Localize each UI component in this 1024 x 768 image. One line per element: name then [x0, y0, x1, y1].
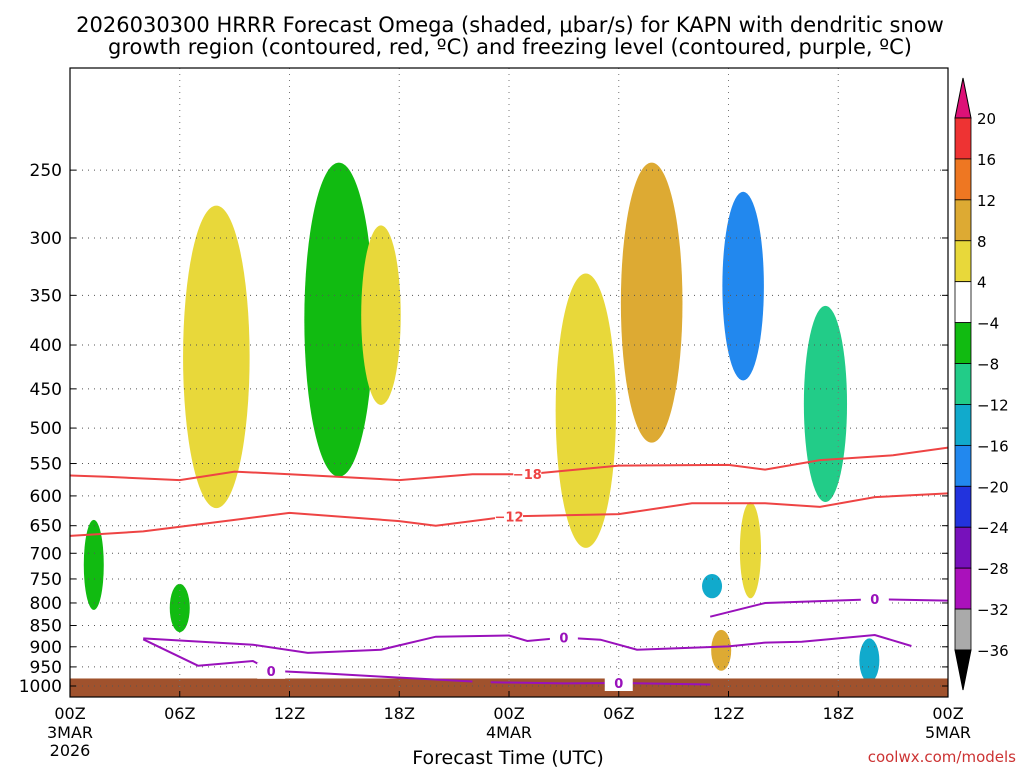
colorbar-label: 16	[977, 151, 996, 169]
omega-blob	[711, 629, 732, 671]
x-tick-year: 2026	[50, 741, 91, 760]
omega-blob	[739, 502, 762, 599]
x-tick-date: 5MAR	[925, 723, 971, 742]
y-tick-label: 400	[30, 336, 62, 356]
colorbar-swatch	[954, 526, 972, 569]
chart-title-line2: growth region (contoured, red, ºC) and f…	[108, 35, 912, 59]
y-tick-label: 800	[30, 594, 62, 614]
watermark: coolwx.com/models	[868, 748, 1016, 766]
y-tick-label: 450	[30, 380, 62, 400]
omega-blob	[83, 519, 104, 610]
x-tick-label: 00Z	[54, 704, 85, 723]
omega-blob	[304, 162, 374, 477]
x-tick-label: 12Z	[274, 704, 305, 723]
y-tick-label: 550	[30, 455, 62, 475]
contour-label-bg	[513, 466, 542, 483]
x-tick-label: 00Z	[493, 704, 524, 723]
colorbar-label: −32	[977, 601, 1009, 619]
colorbar-label: −12	[977, 396, 1009, 414]
y-tick-label: 250	[30, 161, 62, 181]
colorbar: 20 16 12 8 4 −4 −8 −12 −16 −20 −24 −28 −32 −36	[954, 77, 1009, 691]
axes: 2503003504004505005506006507007508008509…	[19, 67, 971, 760]
plot-area: −18 −12 0 0 0 0	[69, 68, 949, 697]
colorbar-bottom-arrow	[954, 649, 972, 691]
colorbar-swatch	[954, 322, 972, 364]
y-tick-label: 500	[30, 419, 62, 439]
x-tick-label: 18Z	[823, 704, 854, 723]
freezing_level-contour	[142, 638, 473, 683]
x-tick-label: 00Z	[932, 704, 963, 723]
y-tick-label: 300	[30, 229, 62, 249]
colorbar-swatch	[954, 199, 972, 242]
freezing_level-contour	[143, 633, 912, 654]
colorbar-swatch	[954, 608, 972, 651]
freezing_level-contour	[709, 598, 949, 618]
contour-label: 0	[614, 677, 623, 692]
colorbar-label: 12	[977, 192, 996, 210]
colorbar-swatch	[954, 117, 972, 160]
colorbar-swatch	[954, 281, 972, 324]
colorbar-label: 8	[977, 233, 987, 251]
colorbar-label: −20	[977, 478, 1009, 496]
omega-blob	[859, 638, 880, 683]
y-tick-label: 700	[30, 544, 62, 564]
y-tick-label: 850	[30, 617, 62, 637]
freezing_level-contour	[490, 681, 711, 686]
x-tick-label: 06Z	[164, 704, 195, 723]
omega-blob	[620, 162, 683, 443]
y-tick-label: 1000	[19, 677, 62, 697]
contour-label: −12	[495, 510, 524, 525]
omega-blob	[803, 305, 848, 503]
colorbar-label: −16	[977, 437, 1009, 455]
x-axis-label: Forecast Time (UTC)	[412, 747, 603, 768]
contour-label-bg	[549, 629, 578, 646]
contour-label-bg	[495, 508, 523, 525]
omega-blob	[702, 573, 723, 599]
contour-label: −18	[513, 468, 542, 483]
x-tick-label: 06Z	[603, 704, 634, 723]
omega-blob	[361, 225, 401, 406]
y-tick-label: 350	[30, 286, 62, 306]
x-tick-label: 12Z	[713, 704, 744, 723]
contour-label-bg	[257, 662, 286, 679]
y-tick-label: 650	[30, 517, 62, 537]
colorbar-label: −36	[977, 642, 1009, 660]
x-tick-label: 18Z	[384, 704, 415, 723]
colorbar-label: −8	[977, 356, 999, 374]
contour-label: 0	[559, 632, 568, 647]
contour-label: 0	[267, 665, 276, 680]
colorbar-label: −28	[977, 560, 1009, 578]
omega-blob	[722, 191, 764, 381]
colorbar-top-arrow	[954, 77, 972, 119]
colorbar-swatch	[954, 567, 972, 610]
dendritic_growth_region-contour	[69, 446, 949, 482]
contour-label: 0	[870, 593, 879, 608]
colorbar-label: 4	[977, 274, 987, 292]
chart-title-line1: 2026030300 HRRR Forecast Omega (shaded, …	[76, 13, 944, 37]
colorbar-swatch	[954, 404, 972, 446]
colorbar-swatch	[954, 158, 972, 201]
contour-label-bg	[860, 591, 889, 608]
omega-blob	[183, 205, 250, 509]
y-tick-label: 600	[30, 487, 62, 507]
y-tick-label: 900	[30, 638, 62, 658]
colorbar-swatch	[954, 444, 972, 487]
x-tick-date: 3MAR	[47, 723, 93, 742]
omega-blob	[555, 273, 617, 548]
omega-blob	[169, 583, 190, 633]
colorbar-label: 20	[977, 110, 996, 128]
colorbar-label: −24	[977, 519, 1009, 537]
colorbar-swatch	[954, 485, 972, 528]
y-tick-label: 750	[30, 570, 62, 590]
colorbar-swatch	[954, 363, 972, 405]
colorbar-label: −4	[977, 315, 999, 333]
contour-label-bg	[604, 675, 633, 692]
y-tick-label: 950	[30, 658, 62, 678]
x-tick-date: 4MAR	[486, 723, 532, 742]
colorbar-swatch	[954, 240, 972, 283]
